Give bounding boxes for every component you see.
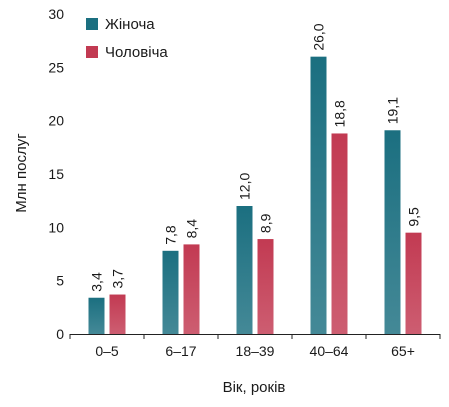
y-tick-label: 10 — [48, 219, 64, 235]
legend: Жіноча Чоловіча — [86, 16, 168, 61]
data-label: 8,4 — [184, 219, 200, 239]
data-label: 19,1 — [385, 97, 401, 124]
data-label: 12,0 — [237, 173, 253, 200]
y-tick-label: 25 — [48, 59, 64, 75]
legend-swatch — [86, 46, 98, 58]
bar-female — [236, 206, 253, 334]
bar-female — [384, 130, 401, 334]
bar-male — [257, 239, 274, 334]
x-tick-label: 40–64 — [310, 343, 349, 359]
data-label: 26,0 — [311, 23, 327, 50]
y-tick-label: 0 — [56, 326, 64, 342]
bar-male — [183, 244, 200, 334]
bar-male — [405, 232, 422, 334]
x-tick-label: 6–17 — [165, 343, 196, 359]
data-label: 7,8 — [163, 225, 179, 245]
legend-label: Чоловіча — [105, 44, 168, 61]
x-tick-label: 18–39 — [236, 343, 275, 359]
bars-group — [88, 56, 422, 335]
y-tick-label: 15 — [48, 166, 64, 182]
bar-female — [310, 56, 327, 335]
y-axis-title: Млн послуг — [13, 133, 30, 213]
y-tick-label: 5 — [56, 273, 64, 289]
y-tick-label: 20 — [48, 113, 64, 129]
axes: 0 5 10 15 20 25 30 0–5 6–17 18–39 40–64 65+ — [48, 6, 441, 359]
bar-female — [162, 250, 179, 334]
data-label: 3,4 — [89, 272, 105, 292]
y-tick-label: 30 — [48, 6, 64, 22]
legend-swatch — [86, 18, 98, 30]
legend-label: Жіноча — [105, 16, 155, 33]
x-tick-label: 0–5 — [95, 343, 119, 359]
bar-female — [88, 297, 105, 334]
data-label: 18,8 — [332, 100, 348, 127]
data-label: 3,7 — [110, 269, 126, 289]
data-labels-group: 3,4 3,7 7,8 8,4 12,0 8,9 26,0 18,8 19,1 9,5 — [89, 23, 422, 292]
bar-male — [331, 133, 348, 334]
bar-male — [109, 294, 126, 334]
x-tick-label: 65+ — [391, 343, 415, 359]
x-axis-title: Вік, років — [223, 379, 286, 396]
data-label: 9,5 — [406, 207, 422, 227]
data-label: 8,9 — [258, 213, 274, 233]
